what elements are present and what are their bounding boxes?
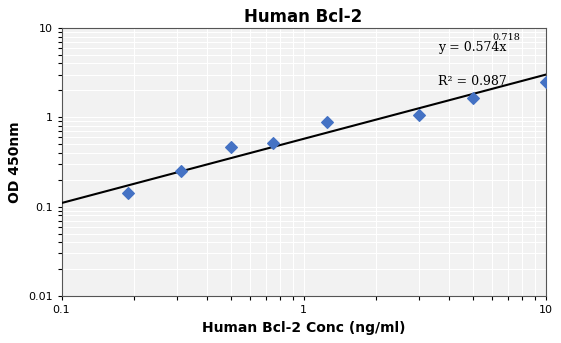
- Text: y = 0.574x: y = 0.574x: [438, 41, 506, 54]
- Point: [269, 140, 278, 145]
- Point: [123, 190, 132, 196]
- Point: [415, 112, 424, 117]
- Point: [226, 144, 235, 149]
- Y-axis label: OD 450nm: OD 450nm: [8, 121, 22, 203]
- Point: [468, 95, 477, 100]
- Point: [323, 119, 332, 125]
- Text: 0.718: 0.718: [493, 33, 521, 42]
- Text: R² = 0.987: R² = 0.987: [438, 75, 507, 88]
- Title: Human Bcl-2: Human Bcl-2: [245, 8, 363, 26]
- Point: [541, 79, 550, 84]
- Point: [177, 168, 186, 174]
- X-axis label: Human Bcl-2 Conc (ng/ml): Human Bcl-2 Conc (ng/ml): [202, 321, 406, 335]
